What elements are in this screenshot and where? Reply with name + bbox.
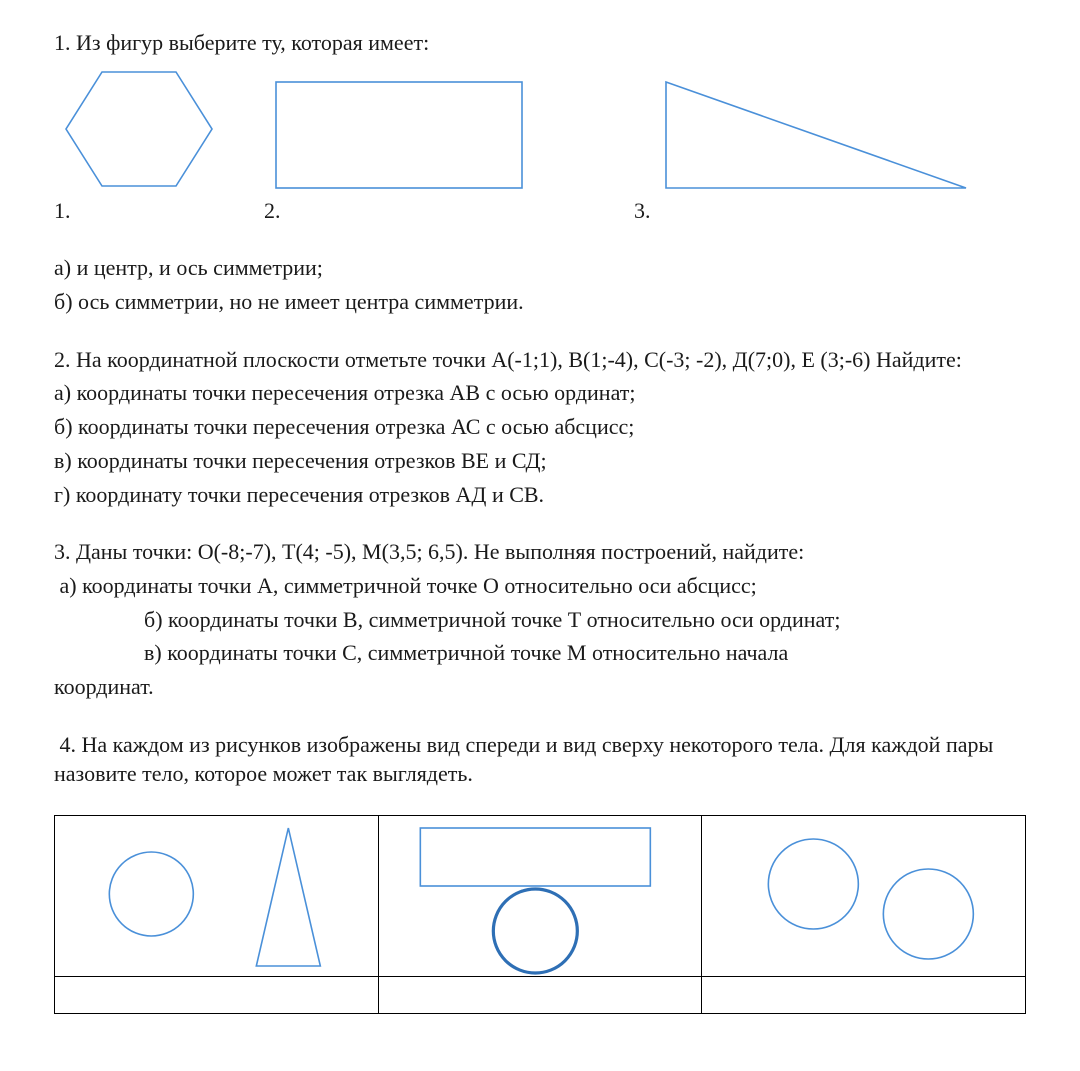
q1-b: б) ось симметрии, но не имеет центра сим… [54, 287, 1026, 317]
q2-a: а) координаты точки пересечения отрезка … [54, 378, 1026, 408]
q2-block: 2. На координатной плоскости отметьте то… [54, 345, 1026, 509]
circle-shape [884, 869, 974, 959]
q1-a: а) и центр, и ось симметрии; [54, 253, 1026, 283]
circle-shape [109, 852, 193, 936]
circle-shape [769, 839, 859, 929]
q1-label-3: 3. [634, 196, 651, 226]
q3-b: б) координаты точки В, симметричной точк… [54, 605, 1026, 635]
q4-answer-cell-3 [702, 977, 1026, 1014]
q4-answer-cell-1 [55, 977, 379, 1014]
q4-cell-3 [702, 816, 1026, 977]
q4-cell-1 [55, 816, 379, 977]
q2-b: б) координаты точки пересечения отрезка … [54, 412, 1026, 442]
q1-label-1: 1. [54, 196, 264, 226]
q4-intro: 4. На каждом из рисунков изображены вид … [54, 730, 1026, 789]
right-triangle-shape [666, 82, 966, 188]
rectangle-shape [276, 82, 522, 188]
q1-title: 1. Из фигур выберите ту, которая имеет: [54, 28, 1026, 58]
thick-circle-shape [493, 889, 577, 973]
q1-shapes-row [64, 64, 1026, 192]
q3-intro: 3. Даны точки: О(-8;-7), Т(4; -5), М(3,5… [54, 537, 1026, 567]
q1-subquestions: а) и центр, и ось симметрии; б) ось симм… [54, 253, 1026, 316]
q1-number-labels: 1. 2. 3. [54, 196, 1026, 226]
tall-triangle-shape [256, 828, 320, 966]
q4-cell-2 [378, 816, 702, 977]
q3-block: 3. Даны точки: О(-8;-7), Т(4; -5), М(3,5… [54, 537, 1026, 701]
q1-shape-rectangle [244, 80, 614, 192]
hexagon-shape [66, 72, 212, 186]
q2-d: г) координату точки пересечения отрезков… [54, 480, 1026, 510]
q1-shape-hexagon [64, 64, 244, 192]
q3-a: а) координаты точки А, симметричной точк… [54, 571, 1026, 601]
q1-shape-triangle [614, 80, 970, 192]
q4-answer-row [55, 977, 1026, 1014]
q4-answer-cell-2 [378, 977, 702, 1014]
worksheet-page: 1. Из фигур выберите ту, которая имеет: … [0, 0, 1080, 1071]
q4-table [54, 815, 1026, 1014]
q2-intro: 2. На координатной плоскости отметьте то… [54, 345, 1026, 375]
q2-c: в) координаты точки пересечения отрезков… [54, 446, 1026, 476]
q3-c-tail: координат. [54, 672, 1026, 702]
q3-c: в) координаты точки С, симметричной точк… [54, 638, 1026, 668]
q1-label-2: 2. [264, 196, 634, 226]
wide-rectangle-shape [420, 828, 650, 886]
q4-image-row [55, 816, 1026, 977]
